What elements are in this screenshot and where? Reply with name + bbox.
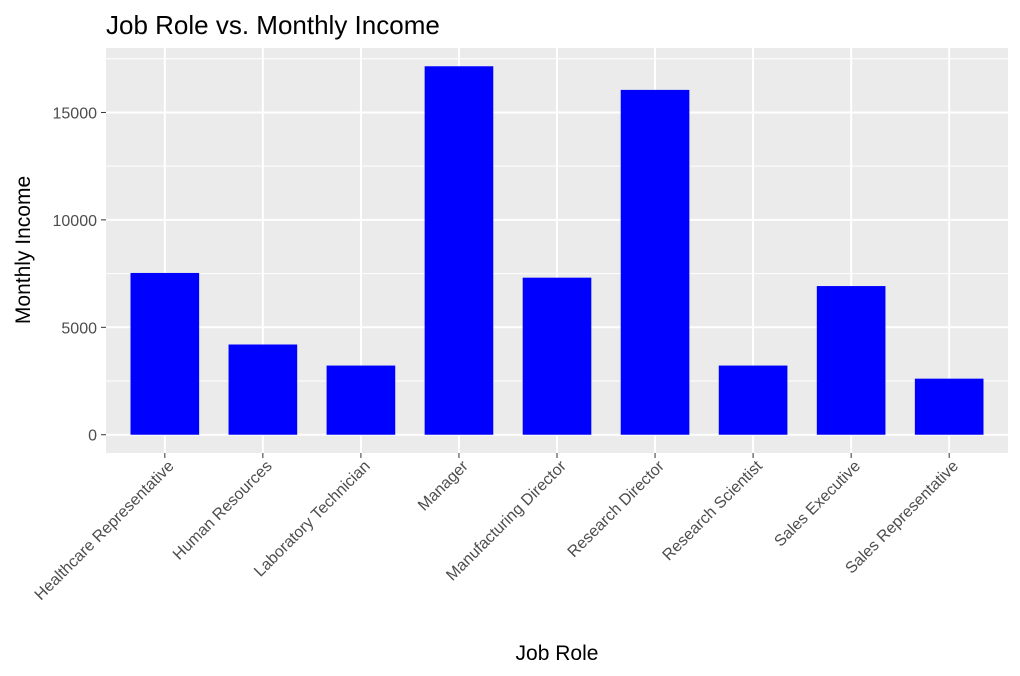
y-axis-title: Monthly Income	[12, 176, 35, 324]
bar	[620, 89, 690, 435]
x-tick-label: Sales Executive	[771, 458, 864, 551]
bar	[816, 286, 886, 435]
bar	[130, 272, 200, 435]
bar	[914, 378, 984, 435]
x-tick-label: Laboratory Technician	[251, 458, 374, 581]
y-tick-label: 15000	[53, 105, 98, 122]
x-tick-label: Human Resources	[170, 458, 276, 564]
bar	[228, 344, 298, 435]
bar	[718, 365, 788, 435]
x-tick-label: Research Director	[565, 457, 669, 561]
bar	[326, 365, 396, 435]
x-tick-label: Manager	[415, 457, 472, 514]
y-axis: 0 5000 10000 15000	[53, 105, 106, 445]
bar	[424, 66, 494, 435]
bar	[522, 277, 592, 435]
x-tick-label: Sales Representative	[842, 458, 962, 578]
y-tick-label: 0	[88, 428, 97, 445]
bars	[130, 66, 984, 435]
y-tick-label: 10000	[53, 213, 98, 230]
x-tick-label: Healthcare Representative	[32, 458, 178, 604]
x-axis-title: Job Role	[516, 642, 599, 665]
x-tick-label: Research Scientist	[660, 457, 767, 564]
chart-title: Job Role vs. Monthly Income	[106, 10, 440, 40]
y-tick-label: 5000	[61, 320, 97, 337]
